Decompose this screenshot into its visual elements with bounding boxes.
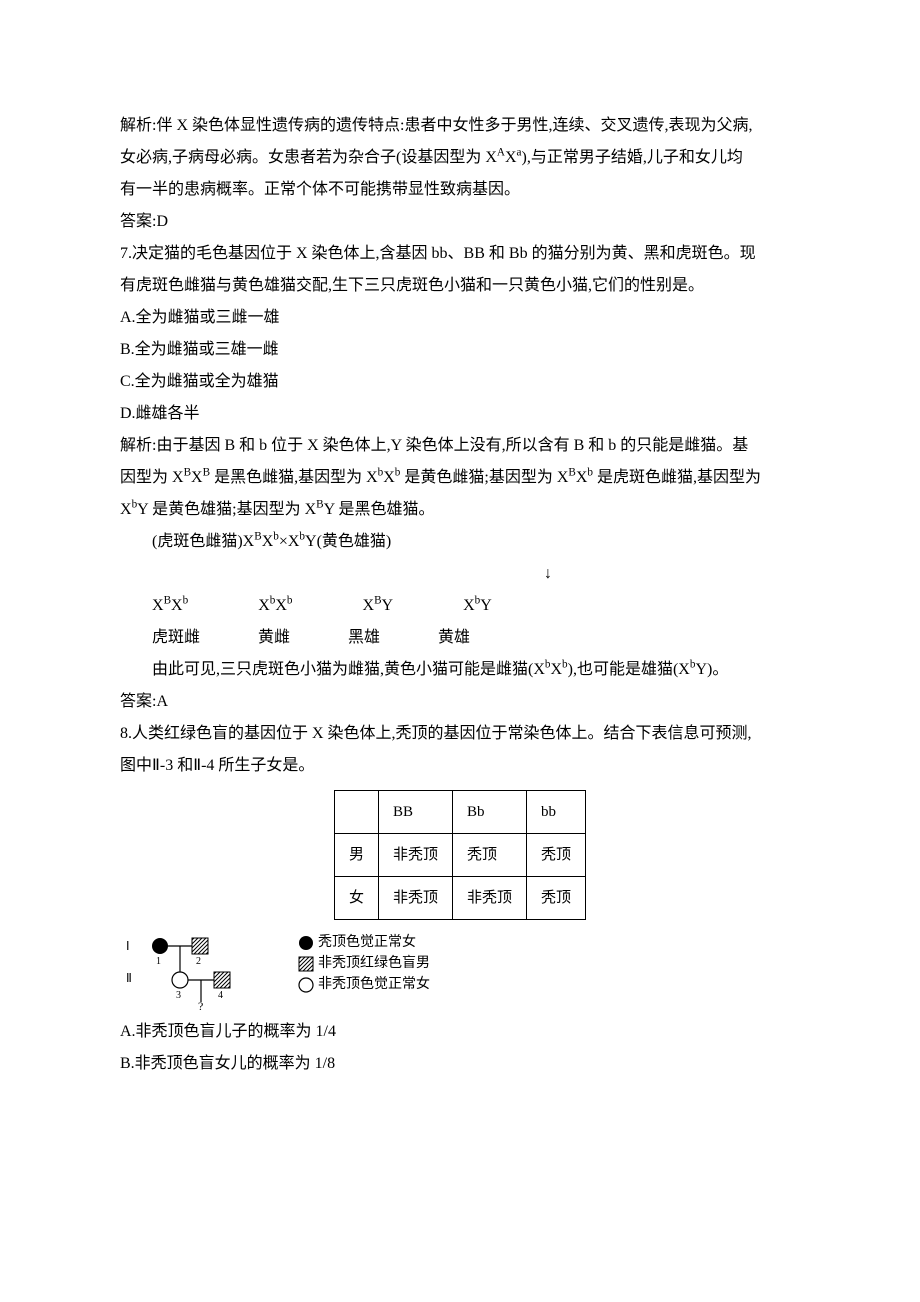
ped-label-2: 2 bbox=[196, 956, 201, 967]
table-cell: 非秃顶 bbox=[453, 877, 527, 920]
pedigree-legend: 秃顶色觉正常女 非秃顶红绿色盲男 非秃顶色觉正常女 bbox=[298, 932, 430, 995]
table-cell: 秃顶 bbox=[527, 834, 586, 877]
table-row: 男 非秃顶 秃顶 秃顶 bbox=[334, 834, 585, 877]
legend-text: 非秃顶色觉正常女 bbox=[318, 974, 430, 995]
q7-conclusion: 由此可见,三只虎斑色小猫为雌猫,黄色小猫可能是雌猫(XbXb),也可能是雄猫(X… bbox=[120, 654, 800, 686]
q7-cross-parents: (虎斑色雌猫)XBXb×XbY(黄色雄猫) bbox=[120, 526, 800, 558]
hatched-square-icon bbox=[298, 956, 314, 972]
q8-table-wrap: BB Bb bb 男 非秃顶 秃顶 秃顶 女 非秃顶 非秃顶 秃顶 bbox=[120, 790, 800, 920]
phenotype-2: 黄雌 bbox=[258, 622, 290, 654]
explain6-line3: 有一半的患病概率。正常个体不可能携带显性致病基因。 bbox=[120, 174, 800, 206]
q7-offspring-genotypes: XBXb XbXb XBY XbY bbox=[152, 590, 800, 622]
table-cell bbox=[334, 791, 378, 834]
q7-offspring-phenotypes: 虎斑雌 黄雌 黑雄 黄雄 bbox=[152, 622, 800, 654]
legend-row: 秃顶色觉正常女 bbox=[298, 932, 430, 953]
pedigree-hatched-square-icon bbox=[192, 938, 208, 954]
explain6-line2: 女必病,子病母必病。女患者若为杂合子(设基因型为 XAXa),与正常男子结婚,儿… bbox=[120, 142, 800, 174]
open-circle-icon bbox=[298, 977, 314, 993]
q7-exp1: 解析:由于基因 B 和 b 位于 X 染色体上,Y 染色体上没有,所以含有 B … bbox=[120, 430, 800, 462]
pedigree-filled-circle-icon bbox=[152, 938, 168, 954]
ped-label-4: 4 bbox=[218, 990, 223, 1001]
q7-exp3: XbY 是黄色雄猫;基因型为 XBY 是黑色雄猫。 bbox=[120, 494, 800, 526]
table-cell: Bb bbox=[453, 791, 527, 834]
answer7: 答案:A bbox=[120, 686, 800, 718]
gen-label-2: Ⅱ bbox=[126, 971, 132, 985]
pedigree-diagram: Ⅰ 1 2 Ⅱ 3 4 ? bbox=[120, 932, 280, 1010]
q7-optB: B.全为雌猫或三雄一雌 bbox=[120, 334, 800, 366]
phenotype-4: 黄雄 bbox=[438, 622, 470, 654]
legend-row: 非秃顶红绿色盲男 bbox=[298, 953, 430, 974]
ped-label-3: 3 bbox=[176, 990, 181, 1001]
q8-optB: B.非秃顶色盲女儿的概率为 1/8 bbox=[120, 1048, 800, 1080]
offspring-2: XbXb bbox=[258, 590, 292, 622]
filled-circle-icon bbox=[298, 935, 314, 951]
phenotype-3: 黑雄 bbox=[348, 622, 380, 654]
table-cell: 非秃顶 bbox=[378, 877, 452, 920]
q8-pedigree-legend-wrap: Ⅰ 1 2 Ⅱ 3 4 ? 秃顶色觉正常女 非秃顶红绿色盲男 bbox=[120, 932, 800, 1010]
table-cell: 女 bbox=[334, 877, 378, 920]
offspring-1: XBXb bbox=[152, 590, 188, 622]
offspring-3: XBY bbox=[363, 590, 394, 622]
q8-optA: A.非秃顶色盲儿子的概率为 1/4 bbox=[120, 1016, 800, 1048]
table-cell: 非秃顶 bbox=[378, 834, 452, 877]
q7-exp2: 因型为 XBXB 是黑色雌猫,基因型为 XbXb 是黄色雌猫;基因型为 XBXb… bbox=[120, 462, 800, 494]
table-row: 女 非秃顶 非秃顶 秃顶 bbox=[334, 877, 585, 920]
legend-text: 秃顶色觉正常女 bbox=[318, 932, 416, 953]
gen-label-1: Ⅰ bbox=[126, 939, 130, 953]
legend-text: 非秃顶红绿色盲男 bbox=[318, 953, 430, 974]
phenotype-1: 虎斑雌 bbox=[152, 622, 200, 654]
ped-label-1: 1 bbox=[156, 956, 161, 967]
explain6-line1: 解析:伴 X 染色体显性遗传病的遗传特点:患者中女性多于男性,连续、交叉遗传,表… bbox=[120, 110, 800, 142]
q7-optA: A.全为雌猫或三雌一雄 bbox=[120, 302, 800, 334]
table-cell: 秃顶 bbox=[453, 834, 527, 877]
table-row: BB Bb bb bbox=[334, 791, 585, 834]
pedigree-open-circle-icon bbox=[172, 972, 188, 988]
legend-row: 非秃顶色觉正常女 bbox=[298, 974, 430, 995]
q8-stem2: 图中Ⅱ-3 和Ⅱ-4 所生子女是。 bbox=[120, 750, 800, 782]
q7-optD: D.雌雄各半 bbox=[120, 398, 800, 430]
q8-genotype-table: BB Bb bb 男 非秃顶 秃顶 秃顶 女 非秃顶 非秃顶 秃顶 bbox=[334, 790, 586, 920]
ped-qmark: ? bbox=[198, 999, 203, 1010]
q7-stem2: 有虎斑色雌猫与黄色雄猫交配,生下三只虎斑色小猫和一只黄色小猫,它们的性别是。 bbox=[120, 270, 800, 302]
table-cell: BB bbox=[378, 791, 452, 834]
table-cell: 秃顶 bbox=[527, 877, 586, 920]
offspring-4: XbY bbox=[463, 590, 492, 622]
q7-stem1: 7.决定猫的毛色基因位于 X 染色体上,含基因 bb、BB 和 Bb 的猫分别为… bbox=[120, 238, 800, 270]
q8-stem1: 8.人类红绿色盲的基因位于 X 染色体上,秃顶的基因位于常染色体上。结合下表信息… bbox=[120, 718, 800, 750]
q7-cross-arrow: ↓ bbox=[296, 558, 800, 590]
pedigree-hatched-square-icon bbox=[214, 972, 230, 988]
q7-optC: C.全为雌猫或全为雄猫 bbox=[120, 366, 800, 398]
answer6: 答案:D bbox=[120, 206, 800, 238]
table-cell: 男 bbox=[334, 834, 378, 877]
table-cell: bb bbox=[527, 791, 586, 834]
